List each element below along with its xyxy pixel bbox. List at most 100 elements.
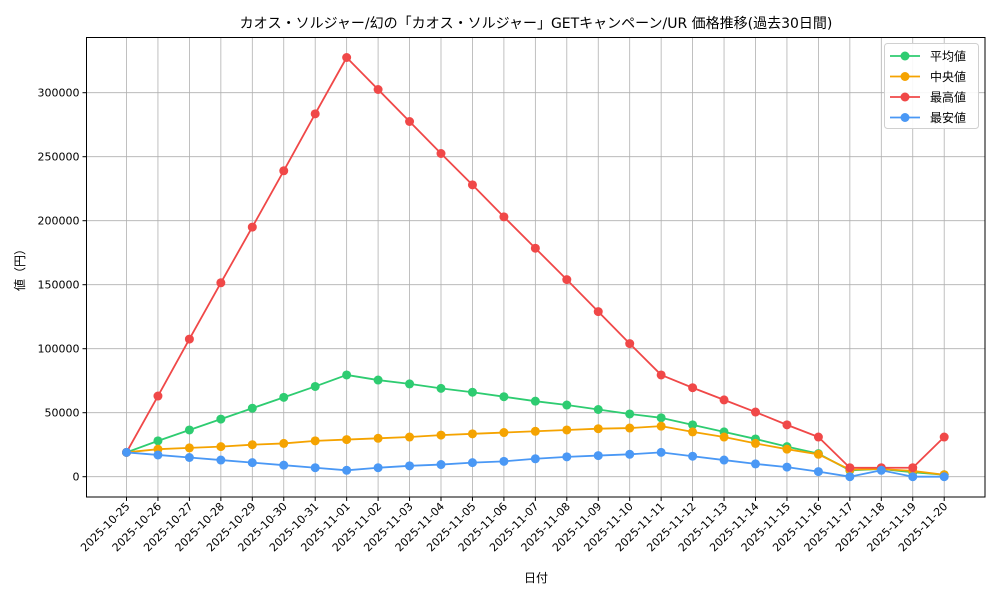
- legend-marker: [900, 72, 910, 81]
- y-tick-label: 200000: [38, 215, 80, 228]
- data-point: [782, 444, 792, 454]
- legend-item: 最安値: [890, 110, 966, 125]
- data-point: [845, 463, 855, 473]
- series-layer: [122, 53, 949, 482]
- data-point: [184, 425, 194, 435]
- data-point: [751, 407, 760, 417]
- data-point: [751, 459, 760, 469]
- data-point: [405, 461, 415, 471]
- data-point: [688, 383, 698, 393]
- data-point: [625, 339, 635, 349]
- data-point: [939, 472, 949, 482]
- y-tick-label: 150000: [38, 279, 80, 292]
- data-point: [247, 458, 257, 468]
- data-point: [216, 455, 226, 465]
- y-axis-label: 値（円）: [12, 243, 27, 291]
- data-point: [813, 432, 823, 442]
- data-point: [467, 458, 477, 468]
- data-point: [184, 334, 194, 344]
- data-point: [908, 472, 918, 482]
- data-point: [342, 435, 352, 445]
- data-point: [499, 456, 509, 466]
- data-point: [405, 117, 415, 126]
- data-point: [719, 455, 729, 465]
- data-point: [813, 467, 823, 477]
- data-point: [656, 370, 666, 380]
- y-axis-ticks: 0 50000 100000 150000 200000 250000 300000: [38, 87, 87, 484]
- data-point: [530, 396, 540, 406]
- legend-label: 中央値: [930, 69, 966, 84]
- legend-label: 最高値: [930, 90, 966, 105]
- data-point: [310, 436, 320, 446]
- legend-marker: [900, 51, 910, 61]
- data-point: [656, 447, 666, 457]
- data-point: [373, 433, 383, 443]
- data-point: [279, 392, 289, 402]
- data-point: [216, 414, 226, 424]
- data-point: [876, 465, 886, 475]
- data-point: [436, 383, 446, 393]
- data-point: [310, 109, 320, 119]
- data-point: [656, 421, 666, 431]
- data-point: [436, 149, 446, 158]
- data-point: [782, 462, 792, 472]
- data-point: [593, 451, 603, 461]
- data-point: [719, 395, 729, 405]
- data-point: [342, 370, 352, 380]
- data-point: [279, 460, 289, 470]
- data-point: [499, 212, 509, 222]
- data-point: [530, 454, 540, 464]
- data-point: [436, 430, 446, 440]
- data-point: [153, 391, 163, 401]
- data-point: [593, 424, 603, 434]
- legend-label: 平均値: [930, 49, 966, 64]
- data-point: [782, 420, 792, 430]
- data-point: [436, 460, 446, 470]
- data-point: [908, 463, 918, 473]
- data-point: [279, 166, 289, 176]
- data-point: [656, 413, 666, 423]
- data-point: [751, 438, 760, 448]
- legend-item: 中央値: [890, 69, 966, 84]
- data-point: [593, 405, 603, 414]
- legend-item: 最高値: [890, 90, 966, 105]
- data-point: [499, 428, 509, 438]
- data-point: [184, 443, 194, 453]
- data-point: [562, 275, 572, 285]
- y-tick-label: 0: [73, 471, 80, 484]
- y-tick-label: 50000: [45, 407, 80, 420]
- legend-marker: [900, 92, 910, 102]
- data-point: [562, 452, 572, 462]
- data-point: [342, 465, 352, 475]
- data-point: [342, 53, 352, 62]
- data-point: [467, 429, 477, 439]
- data-point: [184, 453, 194, 462]
- data-point: [310, 463, 320, 473]
- data-point: [593, 307, 603, 317]
- y-tick-label: 300000: [38, 87, 80, 100]
- legend-label: 最安値: [930, 110, 966, 125]
- legend-marker: [900, 113, 910, 122]
- data-point: [625, 423, 635, 433]
- data-point: [562, 425, 572, 435]
- chart-title: カオス・ソルジャー/幻の「カオス・ソルジャー」GETキャンペーン/UR 価格推移…: [240, 16, 833, 32]
- data-point: [688, 420, 698, 430]
- data-point: [499, 392, 509, 402]
- x-axis-label: 日付: [524, 571, 548, 585]
- data-point: [153, 450, 163, 460]
- data-point: [216, 442, 226, 452]
- data-point: [247, 440, 257, 450]
- data-point: [530, 243, 540, 253]
- data-point: [279, 438, 289, 448]
- data-point: [530, 426, 540, 436]
- data-point: [813, 449, 823, 459]
- data-point: [247, 403, 257, 413]
- data-point: [939, 432, 949, 442]
- series-2: [122, 53, 949, 473]
- data-point: [373, 85, 383, 94]
- data-point: [625, 449, 635, 459]
- x-axis-ticks: 2025-10-252025-10-262025-10-272025-10-28…: [78, 497, 950, 554]
